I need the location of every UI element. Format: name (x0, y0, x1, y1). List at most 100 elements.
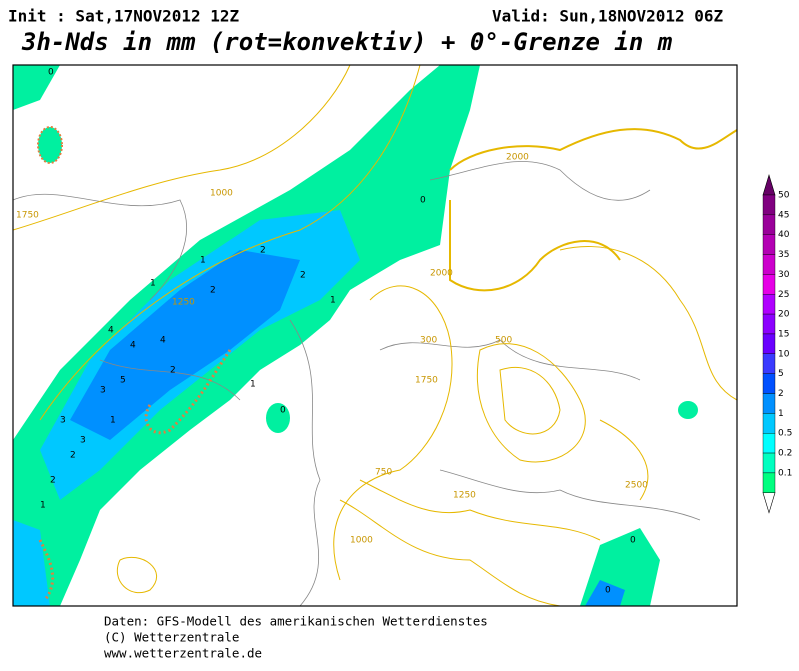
contour (333, 285, 453, 581)
precip-label: 2 (50, 476, 56, 486)
precip-label: 2 (300, 271, 306, 281)
convective-area (37, 126, 63, 164)
colorbar-segment (762, 254, 776, 275)
contour-label: 1000 (350, 536, 373, 546)
footer-line: Daten: GFS-Modell des amerikanischen Wet… (104, 614, 488, 629)
contour (559, 246, 738, 401)
colorbar-label: 45 (778, 210, 789, 220)
precip-area (13, 65, 60, 110)
precip-label: 0 (420, 196, 426, 206)
colorbar-top (762, 173, 776, 196)
colorbar-label: 25 (778, 290, 789, 300)
precip-label: 0 (605, 586, 611, 596)
colorbar-label: 0.5 (778, 429, 792, 439)
contour-label: 2000 (430, 269, 453, 279)
map-title: 3h-Nds in mm (rot=konvektiv) + 0°-Grenze… (21, 28, 673, 56)
precip-label: 2 (170, 366, 176, 376)
precip-label: 3 (100, 386, 106, 396)
coastline (429, 161, 651, 201)
contour-label: 1750 (415, 376, 438, 386)
colorbar-bottom (762, 492, 776, 514)
valid-time: Valid: Sun,18NOV2012 06Z (492, 7, 724, 26)
colorbar-label: 5 (778, 369, 784, 379)
colorbar-label: 10 (778, 349, 790, 359)
border (289, 319, 321, 607)
colorbar-segment (762, 194, 776, 216)
contour (39, 64, 421, 421)
colorbar-segment (762, 214, 776, 235)
colorbar-segment (762, 413, 776, 434)
precip-label: 1 (200, 256, 206, 266)
precip-label: 1 (330, 296, 336, 306)
precip-label: 4 (108, 326, 114, 336)
map-frame (12, 64, 738, 607)
colorbar-segment (762, 234, 776, 255)
freezing-level-contours (12, 64, 738, 607)
precip-label: 5 (120, 376, 126, 386)
colorbar-segment (762, 294, 776, 315)
convective-boundary (144, 349, 232, 434)
precip-label: 2 (260, 246, 266, 256)
colorbar-label: 20 (778, 310, 790, 320)
precip-label: 0 (630, 536, 636, 546)
precip-label: 2 (70, 451, 76, 461)
colorbar-segment (762, 452, 776, 474)
contour-label: 2000 (506, 153, 529, 163)
footer-line: www.wetterzentrale.de (104, 646, 262, 661)
contour (359, 479, 601, 541)
colorbar-label: 15 (778, 329, 789, 339)
colorbar-label: 40 (778, 230, 790, 240)
precip-area (266, 403, 290, 433)
colorbar-segment (762, 472, 776, 493)
convective-boundary (38, 539, 55, 601)
colorbar-label: 50 (778, 191, 790, 201)
colorbar-label: 0.1 (778, 468, 792, 478)
precip-area (70, 250, 300, 440)
colorbar-label: 0.2 (778, 449, 792, 459)
colorbar-segment (762, 433, 776, 454)
contour-label: 1250 (453, 491, 476, 501)
colorbar-segment (762, 353, 776, 374)
colorbar-label: 35 (778, 250, 789, 260)
footer-line: (C) Wetterzentrale (104, 630, 239, 645)
contour (599, 419, 649, 501)
colorbar-label: 2 (778, 389, 784, 399)
border (99, 359, 241, 401)
precip-label: 2 (210, 286, 216, 296)
contour (476, 343, 586, 463)
precip-area (585, 580, 625, 606)
colorbar-label: 30 (778, 270, 790, 280)
contour (116, 556, 157, 594)
precip-label: 4 (130, 341, 136, 351)
contour-label: 1750 (16, 211, 39, 221)
contour-label: 2500 (625, 481, 648, 491)
contour (449, 128, 738, 171)
map-labels: 0112221044543213312210001000175012502000… (16, 68, 648, 596)
init-time: Init : Sat,17NOV2012 12Z (8, 7, 240, 26)
colorbar-segment (762, 313, 776, 335)
contour-label: 1250 (172, 298, 195, 308)
colorbar-segment (762, 274, 776, 295)
contour (12, 64, 351, 231)
precip-label: 0 (48, 68, 54, 78)
precip-area (678, 401, 698, 419)
colorbar-segment (762, 373, 776, 394)
contour-label: 1000 (210, 189, 233, 199)
colorbar-segment (762, 333, 776, 355)
colorbar-label: 1 (778, 409, 784, 419)
precip-label: 3 (80, 436, 86, 446)
coastline (12, 193, 187, 301)
colorbar-segment (762, 393, 776, 414)
border (379, 339, 641, 381)
borders (12, 161, 701, 607)
contour (499, 366, 561, 435)
map: 0112221044543213312210001000175012502000… (12, 64, 738, 607)
contour-label: 750 (375, 468, 392, 478)
colorbar: 50 45 40 35 30 25 20 15 10 5 2 1 0.5 0.2 0.1 (762, 173, 792, 514)
contour (339, 499, 561, 607)
precip-label: 1 (150, 279, 156, 289)
contour-label: 500 (495, 336, 512, 346)
precip-label: 1 (40, 501, 46, 511)
precip-label: 1 (110, 416, 116, 426)
